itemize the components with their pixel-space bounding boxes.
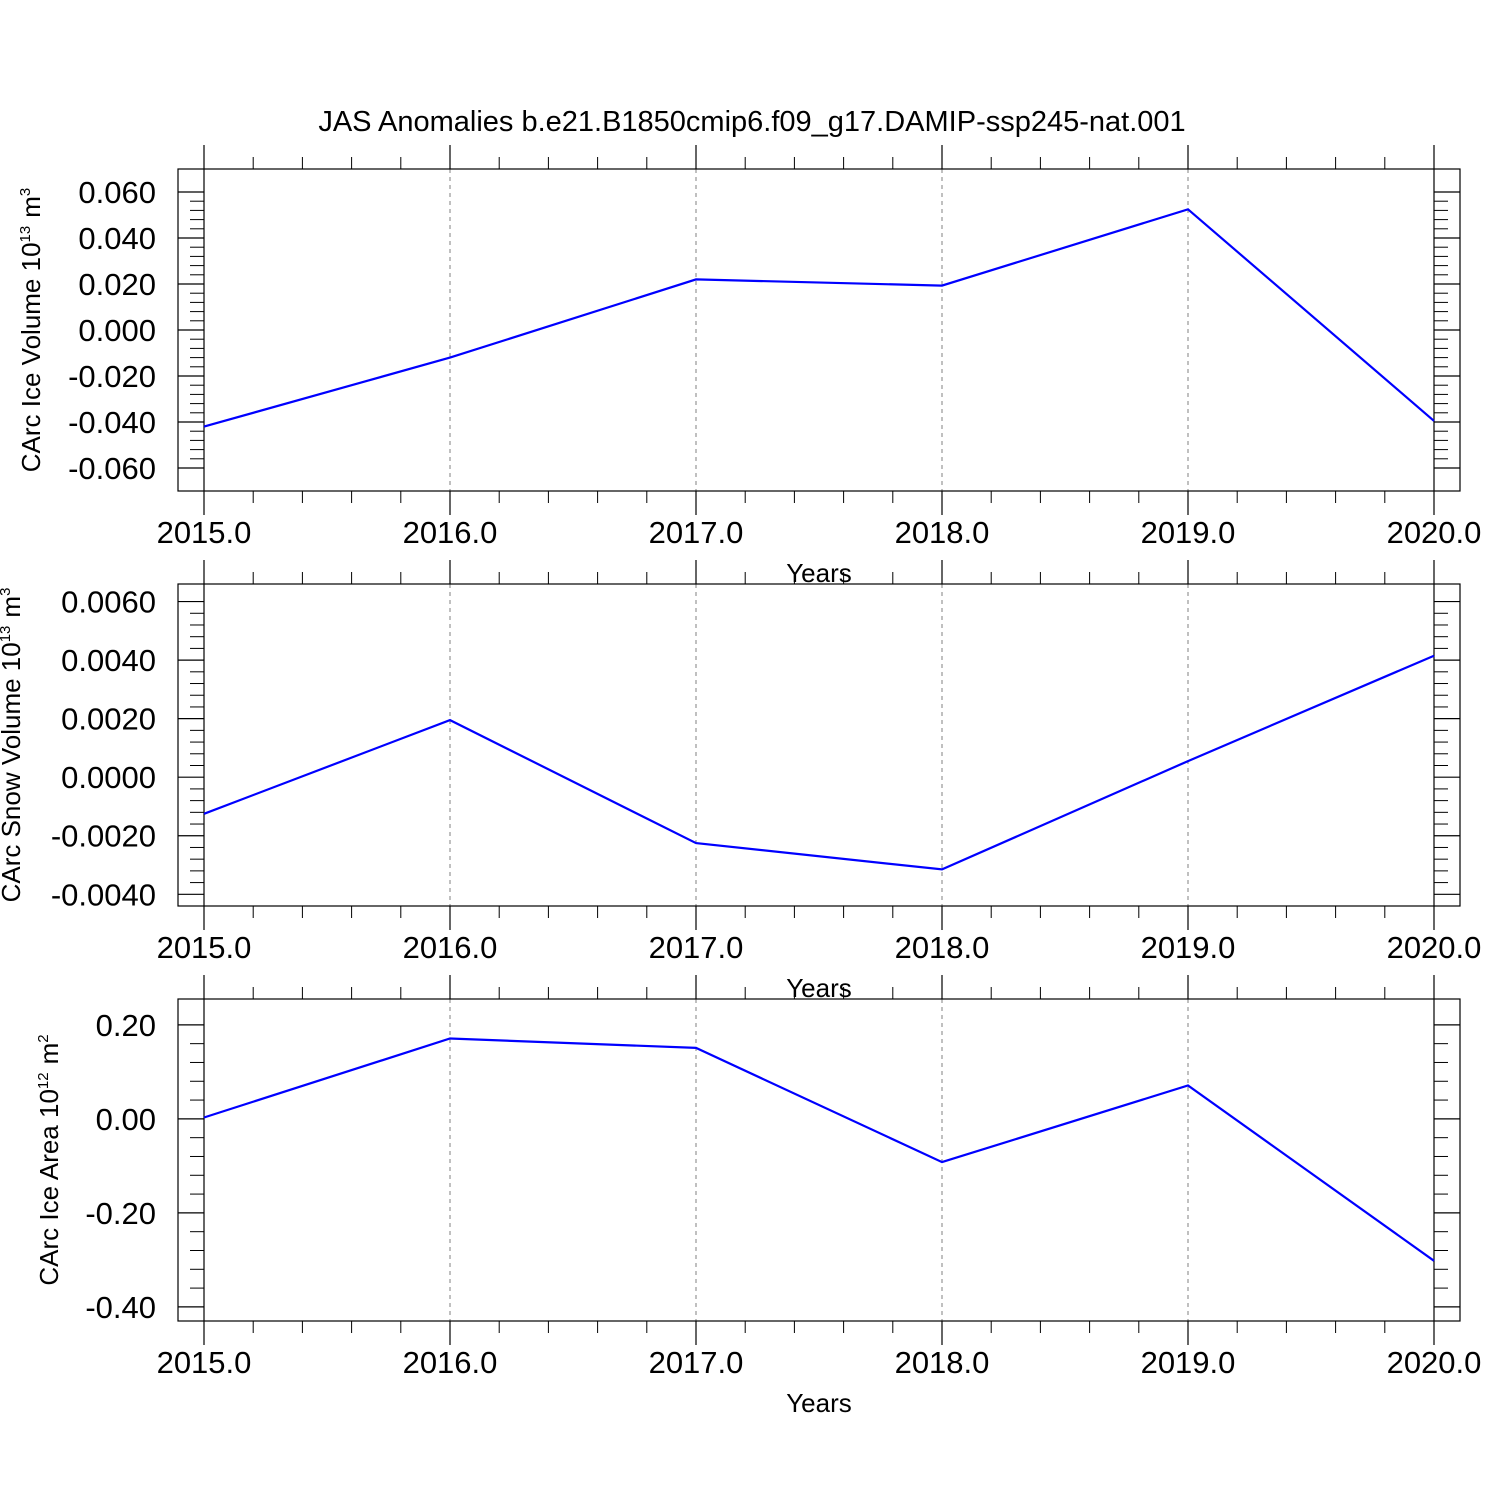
y-axis-label: CArc Snow Volume 1013 m3 [0, 588, 26, 903]
x-tick-label: 2017.0 [649, 515, 744, 550]
x-tick-label: 2016.0 [403, 515, 498, 550]
y-tick-label: 0.020 [78, 267, 156, 302]
x-tick-label: 2018.0 [895, 930, 990, 965]
y-axis-label: CArc Ice Area 1012 m2 [34, 1034, 64, 1285]
y-axis-label-exponent: 13 [0, 626, 14, 643]
chart-title: JAS Anomalies b.e21.B1850cmip6.f09_g17.D… [318, 106, 1185, 138]
x-tick-label: 2020.0 [1387, 1345, 1482, 1380]
series-line [203, 1037, 1435, 1262]
series-line [203, 654, 1435, 871]
plot-frame [177, 583, 1461, 907]
x-tick-label: 2018.0 [895, 515, 990, 550]
y-tick-label: -0.060 [68, 451, 156, 486]
y-axis-label-unit-exponent: 3 [17, 188, 34, 196]
y-axis-label-exponent: 12 [35, 1072, 52, 1089]
y-axis-label-exponent: 13 [17, 226, 34, 243]
plot-frame [177, 168, 1461, 492]
x-tick-label: 2018.0 [895, 1345, 990, 1380]
y-axis-label-prefix: CArc Ice Volume 10 [16, 242, 46, 472]
x-tick-label: 2019.0 [1141, 930, 1236, 965]
panels: 0.0600.0400.0200.000-0.020-0.040-0.06020… [0, 145, 1481, 1418]
x-tick-label: 2017.0 [649, 1345, 744, 1380]
x-axis-label: Years [786, 558, 852, 588]
x-tick-label: 2017.0 [649, 930, 744, 965]
y-axis-label: CArc Ice Volume 1013 m3 [16, 188, 46, 472]
x-tick-label: 2020.0 [1387, 930, 1482, 965]
y-axis-label-unit-exponent: 3 [0, 588, 14, 596]
x-tick-label: 2016.0 [403, 930, 498, 965]
y-tick-label: -0.40 [85, 1290, 156, 1325]
x-tick-label: 2015.0 [157, 930, 252, 965]
y-tick-label: 0.20 [96, 1008, 156, 1043]
y-tick-label: 0.040 [78, 221, 156, 256]
y-axis-label-unit: m [0, 596, 26, 618]
x-tick-label: 2019.0 [1141, 1345, 1236, 1380]
y-tick-label: 0.00 [96, 1102, 156, 1137]
y-tick-label: -0.020 [68, 359, 156, 394]
y-axis-label-unit-exponent: 2 [35, 1034, 52, 1042]
x-tick-label: 2015.0 [157, 1345, 252, 1380]
y-tick-label: 0.060 [78, 175, 156, 210]
y-axis-label-prefix: CArc Snow Volume 10 [0, 642, 26, 902]
chart-panel-2: 0.00600.00400.00200.0000-0.0020-0.004020… [0, 560, 1481, 1003]
plot-frame [177, 998, 1461, 1322]
y-tick-label: -0.20 [85, 1196, 156, 1231]
x-tick-label: 2020.0 [1387, 515, 1482, 550]
x-axis-label: Years [786, 973, 852, 1003]
y-tick-label: -0.0020 [51, 819, 156, 854]
y-tick-label: 0.0000 [61, 760, 156, 795]
y-axis-label-prefix: CArc Ice Area 10 [34, 1089, 64, 1286]
y-tick-label: 0.0040 [61, 643, 156, 678]
x-tick-label: 2015.0 [157, 515, 252, 550]
y-tick-label: 0.0060 [61, 585, 156, 620]
y-tick-label: -0.040 [68, 405, 156, 440]
y-tick-label: 0.0020 [61, 702, 156, 737]
chart-panel-1: 0.0600.0400.0200.000-0.020-0.040-0.06020… [16, 145, 1481, 588]
x-tick-label: 2019.0 [1141, 515, 1236, 550]
series-line [203, 208, 1435, 428]
y-tick-label: -0.0040 [51, 877, 156, 912]
x-axis-label: Years [786, 1388, 852, 1418]
x-tick-label: 2016.0 [403, 1345, 498, 1380]
y-tick-label: 0.000 [78, 313, 156, 348]
y-axis-label-unit: m [34, 1043, 64, 1065]
y-axis-label-unit: m [16, 196, 46, 218]
